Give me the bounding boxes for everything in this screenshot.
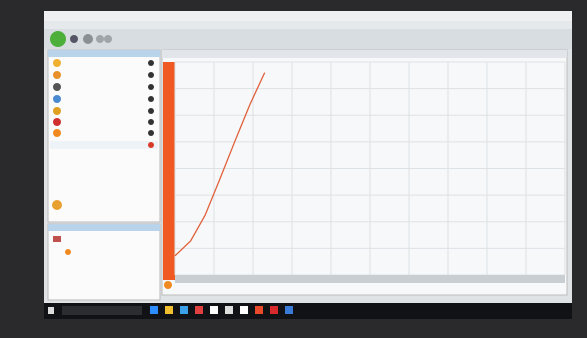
- toggle[interactable]: [148, 60, 154, 66]
- tool-button[interactable]: [83, 34, 93, 44]
- selected-row[interactable]: [50, 141, 158, 149]
- app-icon[interactable]: [255, 306, 263, 314]
- sensor-icon: [53, 129, 61, 137]
- sensor-icon: [65, 249, 71, 255]
- app-icon[interactable]: [225, 306, 233, 314]
- toggle[interactable]: [148, 72, 154, 78]
- app-icon[interactable]: [285, 306, 293, 314]
- start-icon[interactable]: [48, 307, 54, 314]
- sensor-icon: [53, 95, 61, 103]
- toolbar: [44, 29, 572, 49]
- page: (() => { const data = JSON.parse(documen…: [0, 0, 587, 338]
- panel-header: [48, 224, 160, 231]
- sensor-icon: [53, 59, 61, 67]
- screen-photo: [0, 0, 587, 338]
- y-axis-strip: [163, 62, 175, 280]
- title-bar: [44, 11, 572, 21]
- tool-button[interactable]: [70, 35, 78, 43]
- app-icon[interactable]: [240, 306, 248, 314]
- start-button[interactable]: [50, 31, 66, 47]
- sensor-panel: [48, 50, 160, 222]
- tool-button[interactable]: [96, 35, 104, 43]
- app-icon[interactable]: [270, 306, 278, 314]
- sensor-icon: [53, 83, 61, 91]
- graph-icon: [53, 236, 61, 242]
- sensor-icon: [53, 107, 61, 115]
- toggle[interactable]: [148, 119, 154, 125]
- tool-button[interactable]: [104, 35, 112, 43]
- sensor-icon: [53, 118, 61, 126]
- app-icon[interactable]: [165, 306, 173, 314]
- sensor-icon: [164, 281, 172, 289]
- x-axis-bar: [175, 275, 565, 283]
- toggle[interactable]: [148, 84, 154, 90]
- toggle[interactable]: [148, 142, 154, 148]
- graphs-panel: [48, 224, 160, 300]
- sensor-icon: [53, 71, 61, 79]
- search-box[interactable]: [62, 306, 142, 315]
- app-icon[interactable]: [150, 306, 158, 314]
- toggle[interactable]: [148, 130, 154, 136]
- app-icon[interactable]: [195, 306, 203, 314]
- app-icon[interactable]: [180, 306, 188, 314]
- app-icon[interactable]: [210, 306, 218, 314]
- toggle[interactable]: [148, 96, 154, 102]
- panel-header: [48, 50, 160, 57]
- graph-header: [162, 50, 567, 58]
- toggle[interactable]: [148, 108, 154, 114]
- menu-bar: [44, 21, 572, 29]
- status-icon: [52, 200, 62, 210]
